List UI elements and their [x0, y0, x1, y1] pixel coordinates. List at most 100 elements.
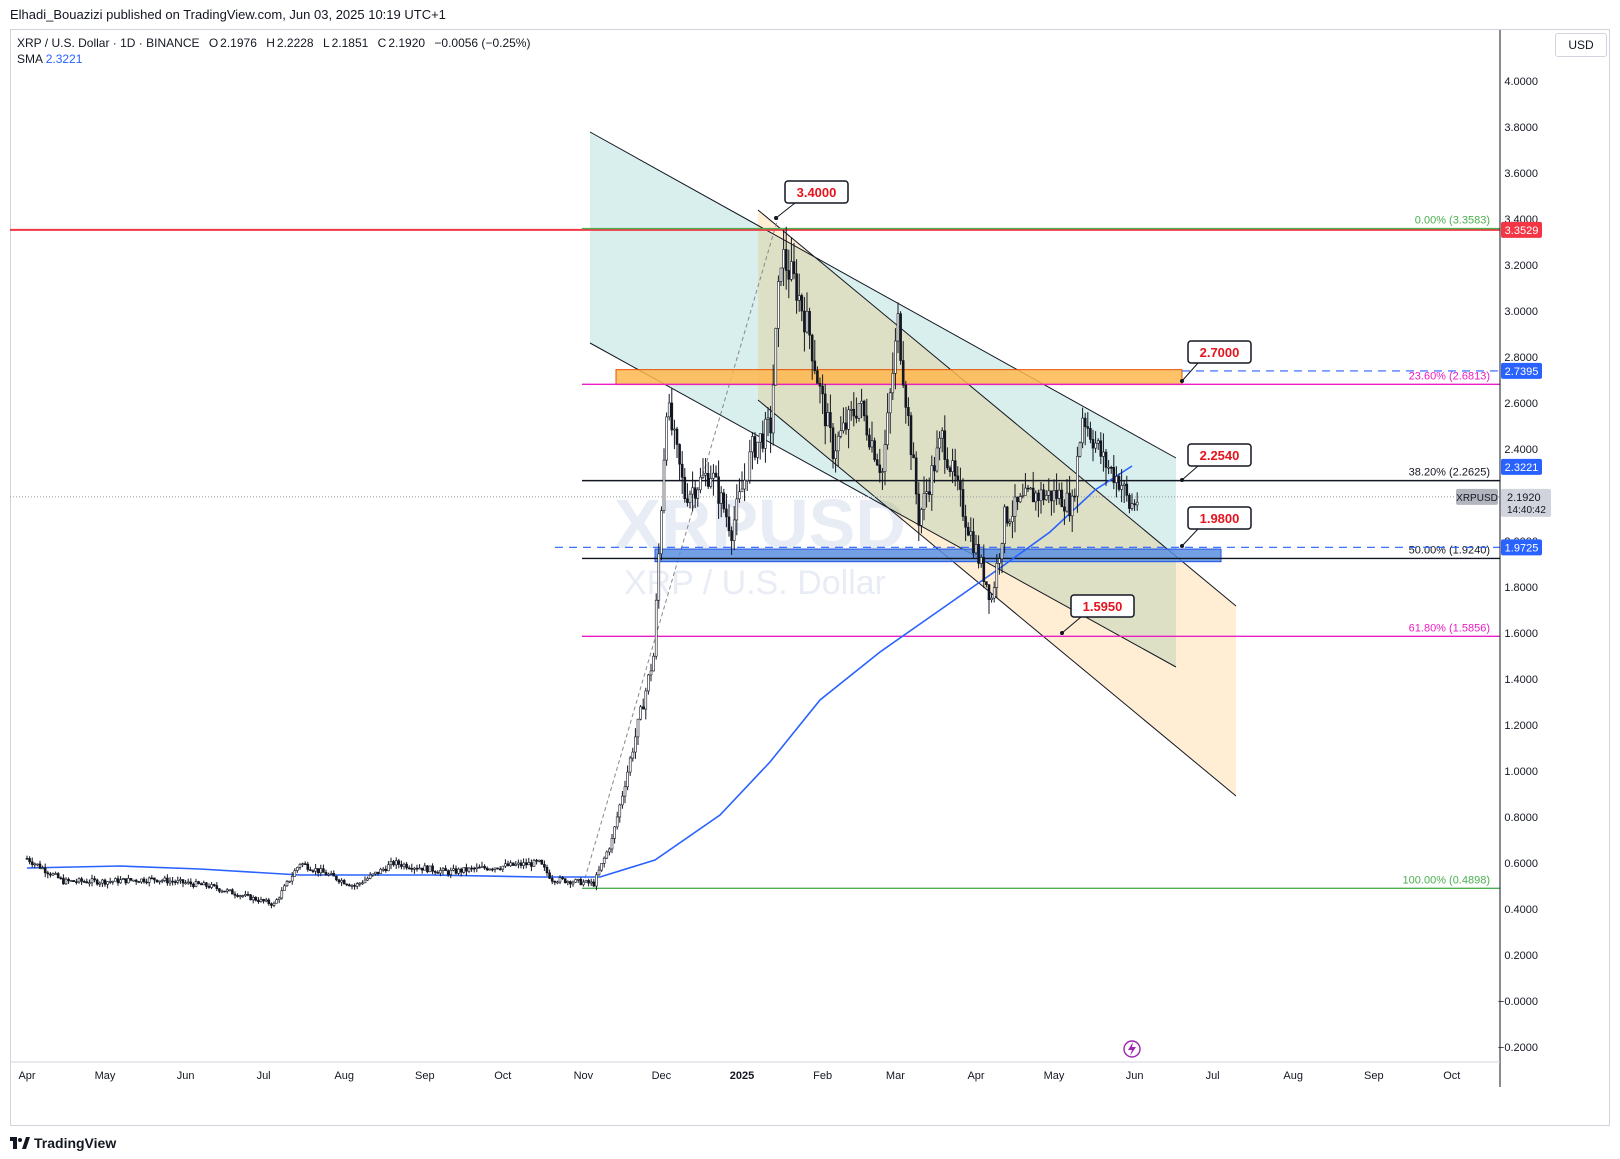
candle: [379, 867, 382, 874]
y-tick-label: 1.0000: [1504, 766, 1538, 778]
candle: [444, 865, 447, 872]
price-tag: [1501, 458, 1542, 475]
price-tag: [1501, 539, 1542, 556]
candle: [873, 437, 876, 462]
candle: [803, 297, 806, 352]
candle: [90, 874, 94, 887]
candle: [1021, 483, 1025, 499]
candle: [782, 229, 785, 287]
candle: [316, 868, 320, 877]
y-tick-label: 1.8000: [1504, 582, 1538, 594]
candle: [966, 522, 970, 537]
legend-symbol[interactable]: XRP / U.S. Dollar · 1D · BINANCE: [17, 36, 200, 50]
candle: [683, 468, 687, 503]
candle: [548, 869, 551, 880]
last-price-text: 2.1920: [1507, 492, 1541, 504]
candle: [33, 862, 37, 869]
price-callout: 2.2540: [1180, 443, 1252, 482]
candle: [145, 878, 148, 885]
y-tick-label: 2.8000: [1504, 352, 1538, 364]
candle: [101, 878, 104, 888]
candle: [995, 554, 999, 598]
candle: [522, 858, 525, 870]
candle: [1112, 455, 1116, 490]
y-tick-label: −0.2000: [1498, 1042, 1538, 1054]
legend-open-label: O: [208, 36, 219, 50]
candle: [1096, 438, 1100, 450]
candle: [465, 863, 468, 876]
candle: [324, 869, 328, 876]
candle: [337, 878, 341, 885]
candle: [514, 861, 518, 867]
candle: [439, 867, 442, 877]
candle: [329, 870, 333, 875]
candle: [582, 879, 585, 887]
candle: [410, 863, 414, 873]
candle: [220, 889, 224, 894]
legend-sma-row[interactable]: SMA 2.3221: [17, 51, 536, 67]
candle: [80, 876, 83, 885]
candle: [30, 857, 34, 868]
y-tick-label: 3.8000: [1504, 122, 1538, 134]
candle: [605, 850, 609, 859]
time-axis: Apr May Jun Jul Aug Sep Oct Nov Dec 2025 Feb Mar Apr…: [18, 1070, 1460, 1082]
callout-text: 1.9800: [1200, 511, 1240, 526]
candle: [745, 479, 749, 491]
candle: [956, 466, 960, 491]
candle: [797, 273, 801, 312]
candle: [574, 878, 577, 883]
candle: [519, 859, 523, 869]
candle: [485, 866, 489, 872]
x-tick-label: May: [95, 1070, 116, 1082]
fib-level-label: 38.20% (2.2625): [1409, 467, 1490, 479]
candle: [202, 880, 206, 886]
fib-level-label: 0.00% (3.3583): [1415, 215, 1490, 227]
candle: [194, 878, 198, 888]
candle: [977, 535, 980, 569]
candle: [69, 879, 73, 882]
candle: [254, 896, 258, 902]
callout-text: 2.7000: [1200, 345, 1240, 360]
y-tick-label: 2.6000: [1504, 398, 1538, 410]
candle: [550, 874, 554, 885]
candle: [543, 860, 546, 871]
candle: [654, 593, 658, 660]
candle: [553, 880, 557, 885]
y-tick-label: 1.2000: [1504, 720, 1538, 732]
candle: [868, 428, 871, 450]
x-tick-label: Aug: [1283, 1070, 1303, 1082]
candle: [363, 876, 367, 884]
candle: [241, 894, 245, 898]
candle: [197, 880, 200, 885]
candle: [1037, 489, 1040, 518]
candle: [454, 865, 458, 875]
x-tick-label: Apr: [967, 1070, 984, 1082]
candle: [127, 874, 130, 884]
candle: [181, 879, 185, 888]
candle: [860, 388, 863, 419]
candle: [826, 403, 830, 427]
candle: [641, 698, 645, 710]
currency-button[interactable]: USD: [1555, 33, 1607, 57]
y-tick-label: −0.0000: [1498, 996, 1538, 1008]
candle: [246, 891, 250, 897]
candle: [309, 866, 312, 872]
candle: [673, 419, 676, 450]
candle: [992, 581, 996, 603]
candle: [413, 867, 416, 874]
candle: [595, 872, 598, 891]
candle: [613, 826, 616, 844]
candle: [1135, 492, 1139, 511]
resistance-price-tag-text: 3.3529: [1505, 225, 1539, 237]
candle: [998, 553, 1001, 575]
tradingview-logo[interactable]: TradingView: [10, 1135, 116, 1151]
x-tick-label: Sep: [1364, 1070, 1384, 1082]
candle: [134, 878, 138, 885]
candle: [132, 879, 135, 882]
candle: [748, 439, 752, 484]
candle: [649, 663, 653, 682]
candle: [54, 871, 57, 875]
candle: [602, 856, 606, 868]
candle: [722, 488, 726, 513]
